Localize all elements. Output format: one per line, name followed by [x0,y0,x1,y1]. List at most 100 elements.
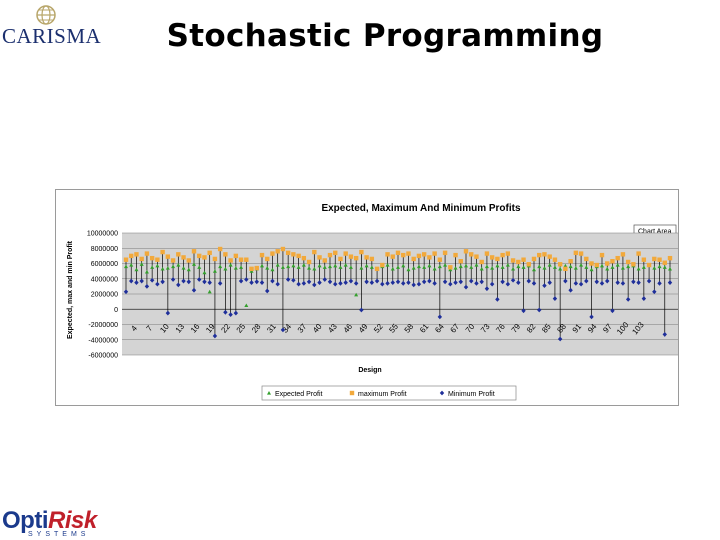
y-tick-label: 0 [114,307,118,314]
expected-profit-point [192,262,196,266]
expected-profit-point [505,263,510,267]
minimum-profit-point [186,279,191,285]
y-axis-label: Expected, max and min Profit [67,240,74,339]
expected-profit-point [280,265,285,269]
y-tick-label: 6000000 [91,261,118,268]
maximum-profit-point [374,266,380,272]
maximum-profit-point [129,253,134,259]
minimum-profit-point [625,296,631,302]
maximum-profit-point [333,250,338,256]
maximum-profit-point [526,262,531,267]
expected-profit-point [516,264,521,269]
expected-profit-point [396,265,400,269]
minimum-profit-point [238,278,244,284]
legend-label: Expected Profit [275,391,323,398]
expected-profit-point [537,264,542,269]
expected-profit-point [615,263,620,267]
maximum-profit-point [427,255,432,260]
maximum-profit-point [181,255,186,260]
minimum-profit-point [197,277,202,282]
minimum-profit-point [348,278,354,284]
expected-profit-point [652,266,657,270]
expected-profit-point [511,266,516,271]
maximum-profit-point [155,257,160,262]
maximum-profit-point [552,257,558,262]
expected-profit-point [605,266,610,271]
minimum-profit-point [333,281,338,287]
legend-label: Minimum Profit [448,391,495,398]
minimum-profit-point [610,308,615,314]
expected-profit-point [662,265,667,269]
maximum-profit-point [568,259,573,264]
expected-profit-point [464,263,468,268]
maximum-profit-point [636,251,641,256]
maximum-profit-point [296,253,301,259]
expected-profit-point [155,263,160,268]
expected-profit-point [641,265,646,269]
expected-profit-point [411,266,416,270]
maximum-profit-point [327,252,333,258]
minimum-profit-point [599,280,605,286]
expected-profit-point [144,269,149,274]
minimum-profit-point [123,289,129,295]
expected-profit-point [626,264,631,269]
minimum-profit-point [631,279,636,285]
expected-profit-point [364,263,369,268]
expected-profit-point [416,264,421,269]
maximum-profit-point [144,251,150,256]
minimum-profit-point [667,280,673,285]
maximum-profit-point [437,257,443,262]
maximum-profit-point [259,252,265,258]
expected-profit-point [453,266,458,270]
expected-profit-point [307,266,312,270]
expected-profit-point [474,263,479,267]
minimum-profit-point [469,278,474,284]
maximum-profit-point [474,254,479,259]
minimum-profit-point [312,282,317,288]
maximum-profit-point [207,250,212,256]
minimum-profit-point [537,307,542,313]
maximum-profit-point [317,255,322,260]
expected-profit-point [390,266,395,271]
expected-profit-point [244,303,249,308]
expected-profit-point [620,266,625,270]
y-tick-label: 8000000 [91,246,118,253]
maximum-profit-point [369,256,375,262]
maximum-profit-point [594,262,599,268]
optirisk-logo: OptiRisk SYSTEMS [0,507,112,540]
maximum-profit-point [489,255,495,260]
maximum-profit-point [667,255,673,261]
minimum-profit-point [479,279,484,285]
minimum-profit-point [552,296,558,301]
minimum-profit-point [244,277,249,282]
minimum-profit-point [155,281,160,287]
minimum-profit-point [605,278,610,284]
maximum-profit-point [123,257,129,262]
y-tick-label: -4000000 [88,337,118,344]
y-tick-label: -6000000 [88,353,118,360]
expected-profit-point [521,265,526,269]
maximum-profit-point [312,249,317,255]
maximum-profit-point [385,252,390,257]
maximum-profit-point [495,256,500,262]
maximum-profit-point [442,250,448,256]
maximum-profit-point [448,265,453,270]
minimum-profit-point [280,327,286,333]
minimum-profit-point [285,277,291,282]
maximum-profit-point [453,252,458,258]
maximum-profit-point [510,258,516,263]
minimum-profit-point [563,278,568,284]
maximum-profit-point [233,253,239,259]
minimum-profit-point [228,312,233,317]
minimum-profit-point [505,281,511,287]
minimum-profit-point [327,279,333,285]
minimum-profit-point [531,280,537,286]
series-markers [123,246,673,342]
expected-profit-point [160,266,165,271]
maximum-profit-point [578,251,584,256]
globe-icon [36,5,56,25]
maximum-profit-point [275,249,280,254]
minimum-profit-point [165,310,171,316]
minimum-profit-point [521,308,526,314]
expected-profit-point [484,264,489,269]
